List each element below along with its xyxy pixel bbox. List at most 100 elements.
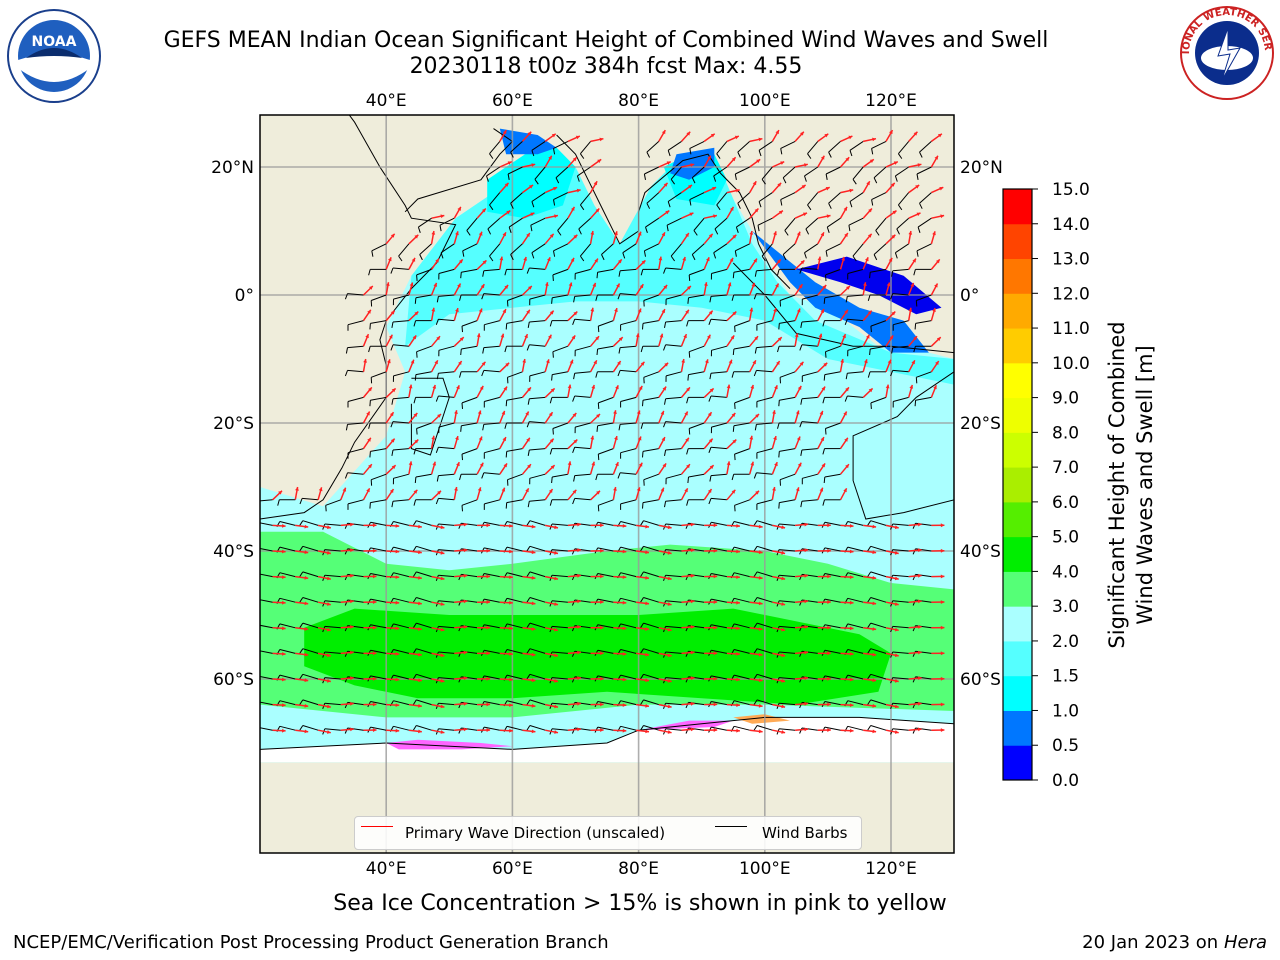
wind-barb-staff — [915, 320, 932, 324]
wave-arrowhead — [278, 490, 282, 495]
lon-label-bottom: 120°E — [865, 859, 917, 879]
wind-barb-staff — [665, 473, 682, 479]
wind-barb-feather — [732, 425, 735, 432]
wind-barb-staff — [529, 396, 546, 400]
wind-barb-staff — [438, 371, 455, 374]
wave-arrowhead — [667, 525, 672, 530]
wave-arrowhead — [841, 256, 845, 261]
wind-barb-staff — [371, 473, 387, 481]
wave-arrowhead — [731, 413, 736, 417]
wave-arrowhead — [727, 282, 732, 287]
wind-barb-staff — [597, 624, 614, 629]
wave-arrowhead — [778, 210, 783, 215]
wind-barb-feather — [758, 150, 762, 157]
wave-arrowhead — [440, 704, 445, 709]
wave-arrowhead — [395, 524, 400, 528]
wind-barb-staff — [870, 520, 887, 526]
wind-barb-staff — [416, 648, 432, 654]
wave-arrowhead — [522, 359, 526, 363]
wave-arrowhead — [918, 727, 922, 732]
wind-barb-feather — [869, 272, 871, 279]
wave-arrowhead — [827, 651, 831, 656]
wave-arrowhead — [600, 625, 604, 630]
wave-arrowhead — [569, 359, 574, 364]
wave-arrowhead — [730, 206, 734, 211]
wind-barb-staff — [370, 521, 387, 526]
wind-barb-feather — [688, 428, 691, 435]
wind-barb-feather — [551, 476, 553, 484]
wind-barb-staff — [643, 545, 659, 552]
wind-barb-feather — [804, 175, 807, 182]
wave-arrowhead — [849, 549, 854, 554]
wave-arrowhead — [577, 599, 581, 604]
wind-barb-feather — [639, 648, 644, 655]
wave-arrowhead — [889, 130, 893, 135]
wind-barb-feather — [753, 571, 758, 578]
wave-arrowhead — [641, 260, 646, 265]
wave-arrowhead — [525, 411, 529, 416]
wind-barb-staff — [643, 520, 659, 526]
wind-barb-staff — [847, 268, 864, 274]
wave-arrowhead — [412, 335, 417, 340]
wind-barb-staff — [825, 345, 841, 353]
wind-barb-staff — [529, 294, 546, 300]
wind-barb-feather — [435, 395, 439, 402]
wind-barb-feather — [413, 397, 417, 404]
wind-barb-feather — [466, 230, 471, 236]
wind-barb-feather — [416, 274, 418, 281]
wind-barb-staff — [506, 546, 523, 552]
wind-barb-staff — [670, 243, 682, 257]
wave-arrowhead — [411, 257, 416, 262]
wave-arrowhead — [600, 676, 604, 681]
wave-arrowhead — [528, 286, 532, 290]
colorbar-tick-label: 0.0 — [1052, 771, 1079, 791]
wave-arrowhead — [867, 233, 872, 238]
wave-arrowhead — [282, 549, 286, 554]
wind-barb-staff — [892, 600, 909, 603]
wind-barb-feather — [459, 294, 462, 301]
wave-arrowhead — [478, 231, 483, 236]
wave-arrowhead — [617, 361, 621, 365]
wave-arrowhead — [282, 728, 286, 733]
wave-arrowhead — [327, 730, 331, 734]
wind-barb-staff — [419, 243, 432, 255]
wind-barb-feather — [534, 179, 539, 185]
wave-arrowhead — [773, 231, 777, 236]
wind-barb-staff — [779, 549, 796, 552]
chart-subtitle: 20230118 t00z 384h fcst Max: 4.55 — [409, 54, 803, 79]
wind-barb-feather — [597, 505, 600, 512]
wave-arrowhead — [872, 550, 877, 555]
wind-barb-staff — [779, 702, 796, 706]
wind-barb-feather — [737, 151, 741, 158]
wave-arrowhead — [664, 362, 669, 367]
wind-barb-staff — [620, 572, 637, 578]
wave-arrowhead — [600, 702, 604, 707]
wind-barb-feather — [848, 225, 851, 232]
wind-barb-staff — [510, 141, 523, 153]
wave-arrowhead — [591, 461, 596, 466]
wave-arrowhead — [372, 600, 377, 604]
wave-arrowhead — [799, 361, 804, 366]
wave-arrowhead — [614, 231, 618, 236]
wind-barb-staff — [438, 395, 455, 398]
wind-barb-staff — [489, 141, 501, 155]
wind-barb-staff — [644, 166, 660, 175]
wind-barb-feather — [866, 648, 872, 655]
wave-arrowhead — [751, 282, 755, 287]
wave-arrowhead — [458, 361, 462, 365]
wind-barb-staff — [665, 549, 682, 552]
wind-barb-staff — [711, 649, 727, 654]
wind-barb-staff — [439, 217, 455, 226]
wave-arrowhead — [940, 574, 945, 579]
wind-barb-feather — [822, 499, 825, 506]
wave-arrowhead — [637, 436, 642, 441]
wave-arrowhead — [409, 282, 414, 287]
wind-barb-staff — [347, 293, 364, 296]
wind-barb-feather — [866, 699, 872, 706]
wave-arrowhead — [577, 548, 581, 553]
wind-barb-staff — [711, 701, 727, 706]
wind-barb-staff — [642, 448, 659, 452]
wind-barb-staff — [828, 192, 841, 204]
lon-label-bottom: 80°E — [618, 859, 659, 879]
wind-barb-feather — [371, 250, 374, 257]
